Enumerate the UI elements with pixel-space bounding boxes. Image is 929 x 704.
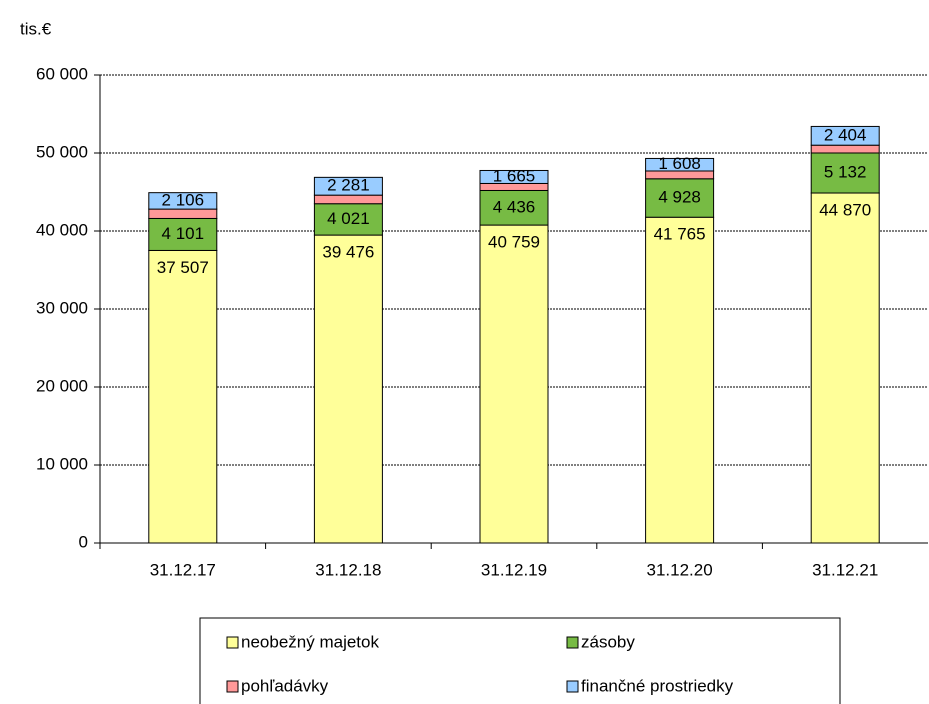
legend-label: neobežný majetok xyxy=(241,632,379,651)
legend-label: finančné prostriedky xyxy=(581,676,734,695)
bar-segment xyxy=(810,125,880,146)
y-tick-label: 20 000 xyxy=(36,376,88,395)
bar-segment xyxy=(479,169,549,184)
legend-label: pohľadávky xyxy=(241,676,329,695)
legend xyxy=(199,617,841,704)
y-tick-label: 30 000 xyxy=(36,298,88,317)
x-tick-label: 31.12.20 xyxy=(647,560,713,579)
y-tick-label: 0 xyxy=(79,532,88,551)
bar-segment xyxy=(645,157,715,172)
x-tick-label: 31.12.19 xyxy=(481,560,547,579)
bar-segment xyxy=(810,144,880,154)
data-label: 4 101 xyxy=(162,224,205,243)
data-label: 2 106 xyxy=(162,190,205,209)
legend-swatch xyxy=(566,680,579,693)
data-label: 39 476 xyxy=(322,243,374,262)
legend-swatch xyxy=(566,636,579,649)
legend-swatch xyxy=(226,680,239,693)
bar-segment xyxy=(148,217,218,251)
data-label: 4 021 xyxy=(327,209,370,228)
x-tick-label: 31.12.21 xyxy=(812,560,878,579)
x-tick-label: 31.12.17 xyxy=(150,560,216,579)
x-tick-label: 31.12.18 xyxy=(315,560,381,579)
data-label: 1 608 xyxy=(658,154,701,173)
data-label: 40 759 xyxy=(488,233,540,252)
bar-segment xyxy=(479,224,549,544)
y-tick-label: 40 000 xyxy=(36,220,88,239)
y-tick-label: 50 000 xyxy=(36,142,88,161)
bar-segment xyxy=(148,192,218,210)
bar-segment xyxy=(313,194,383,205)
bar-segment xyxy=(313,176,383,196)
bar-segment xyxy=(313,203,383,236)
y-tick-label: 60 000 xyxy=(36,64,88,83)
bar-segment xyxy=(645,216,715,544)
bar-segment xyxy=(148,208,218,219)
bar-segment xyxy=(479,189,549,226)
legend-swatch xyxy=(226,636,239,649)
data-label: 5 132 xyxy=(824,162,867,181)
y-axis-label: tis.€ xyxy=(20,19,52,38)
data-label: 37 507 xyxy=(157,258,209,277)
bar-segment xyxy=(810,152,880,194)
data-label: 2 404 xyxy=(824,125,867,144)
bar-segment xyxy=(810,192,880,544)
data-label: 4 928 xyxy=(658,187,701,206)
data-label: 41 765 xyxy=(654,225,706,244)
bar-segment xyxy=(313,234,383,544)
data-label: 1 665 xyxy=(493,166,536,185)
legend-label: zásoby xyxy=(581,632,635,651)
y-tick-label: 10 000 xyxy=(36,454,88,473)
data-label: 2 281 xyxy=(327,176,370,195)
data-label: 44 870 xyxy=(819,200,871,219)
data-label: 4 436 xyxy=(493,197,536,216)
bar-segment xyxy=(148,249,218,544)
